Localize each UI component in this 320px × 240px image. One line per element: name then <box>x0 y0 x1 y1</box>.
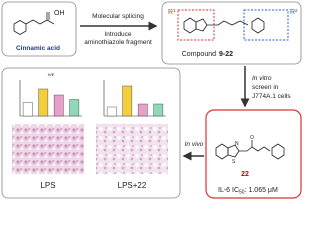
screen-label: In vitro <box>252 75 272 82</box>
cinnamic-box <box>1 1 77 57</box>
atom: O <box>250 135 254 141</box>
bar <box>137 103 148 117</box>
compound-structure <box>183 17 265 34</box>
histology-image <box>12 124 84 174</box>
screen-label: J774A.1 cells <box>252 93 291 100</box>
compound-box <box>161 1 302 65</box>
in-vivo-box <box>1 67 181 199</box>
bar <box>22 102 33 117</box>
in-vivo-label: In vivo <box>185 141 204 148</box>
arrow-label: Molecular splicing <box>92 13 144 20</box>
atom: N <box>235 141 239 147</box>
bar <box>153 103 164 117</box>
chart-title: H/E <box>48 72 55 77</box>
arrow-label: aminothiazole fragment <box>84 39 152 46</box>
histology-label: LPS <box>40 181 55 190</box>
cinnamic-structure <box>13 12 55 35</box>
hit-id: 22 <box>241 171 249 178</box>
hit-box <box>205 109 302 199</box>
r1: R¹ <box>168 9 176 16</box>
histology-image <box>96 124 168 174</box>
bar <box>53 94 64 117</box>
bar <box>38 88 49 117</box>
arrow-label: Introduce <box>104 31 131 38</box>
acid-label: OH <box>54 10 65 17</box>
bar <box>122 85 133 117</box>
compound-range: 9-22 <box>219 51 233 58</box>
blue-fragment <box>243 9 289 41</box>
r2: R² <box>290 9 298 16</box>
bar <box>69 99 80 117</box>
cinnamic-label: Cinnamic acid <box>16 45 60 52</box>
graphical-abstract: OH Cinnamic acid Molecular splicing Intr… <box>1 1 302 199</box>
hit-structure <box>215 140 285 160</box>
charts: H/E <box>19 72 166 117</box>
atom: S <box>232 159 236 165</box>
compound-label: Compound <box>182 51 216 58</box>
ic50-label: IL-6 IC50: 1.065 μM <box>218 187 278 196</box>
bar <box>106 106 117 117</box>
histology-label: LPS+22 <box>118 181 147 190</box>
screen-label: screen in <box>252 84 279 91</box>
